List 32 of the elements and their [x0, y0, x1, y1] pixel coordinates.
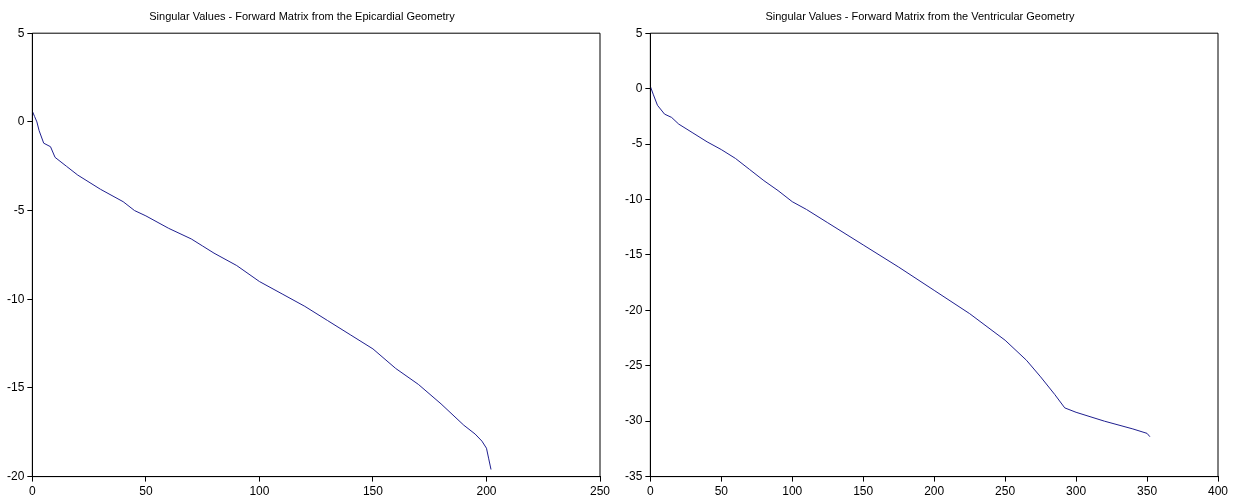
y-tick-label: -25 — [625, 358, 643, 373]
x-tick-label: 200 — [924, 484, 945, 499]
y-tick-label: -5 — [631, 136, 643, 151]
x-tick-label: 200 — [476, 484, 497, 499]
y-tick-label: -35 — [625, 468, 643, 483]
x-tick-label: 0 — [29, 484, 36, 499]
y-tick-label: -15 — [625, 247, 643, 262]
x-tick-label: 100 — [782, 484, 803, 499]
x-tick-label: 0 — [647, 484, 654, 499]
x-tick-label: 350 — [1137, 484, 1158, 499]
y-tick-label: -20 — [625, 302, 643, 317]
x-tick-label: 150 — [853, 484, 874, 499]
x-tick-label: 250 — [995, 484, 1016, 499]
y-tick-label: -30 — [625, 413, 643, 428]
chart-title: Singular Values - Forward Matrix from the Epicardial Geometry — [149, 9, 456, 22]
x-tick-label: 100 — [249, 484, 270, 499]
x-tick-label: 250 — [589, 484, 611, 499]
y-tick-label: -10 — [625, 191, 643, 206]
chart-title: Singular Values - Forward Matrix from the Ventricular Geometry — [765, 9, 1076, 22]
x-tick-label: 400 — [1207, 484, 1229, 499]
y-tick-label: 0 — [17, 114, 25, 129]
y-tick-label: 0 — [635, 80, 643, 95]
y-tick-label: 5 — [17, 25, 25, 40]
y-tick-label: -5 — [13, 202, 25, 217]
x-tick-label: 150 — [362, 484, 384, 499]
x-tick-label: 50 — [714, 484, 729, 499]
y-tick-label: -10 — [7, 291, 25, 306]
y-tick-label: 5 — [635, 25, 643, 40]
y-tick-label: -15 — [7, 380, 25, 395]
x-tick-label: 50 — [139, 484, 153, 499]
y-tick-label: -20 — [7, 468, 25, 483]
x-tick-label: 300 — [1066, 484, 1087, 499]
